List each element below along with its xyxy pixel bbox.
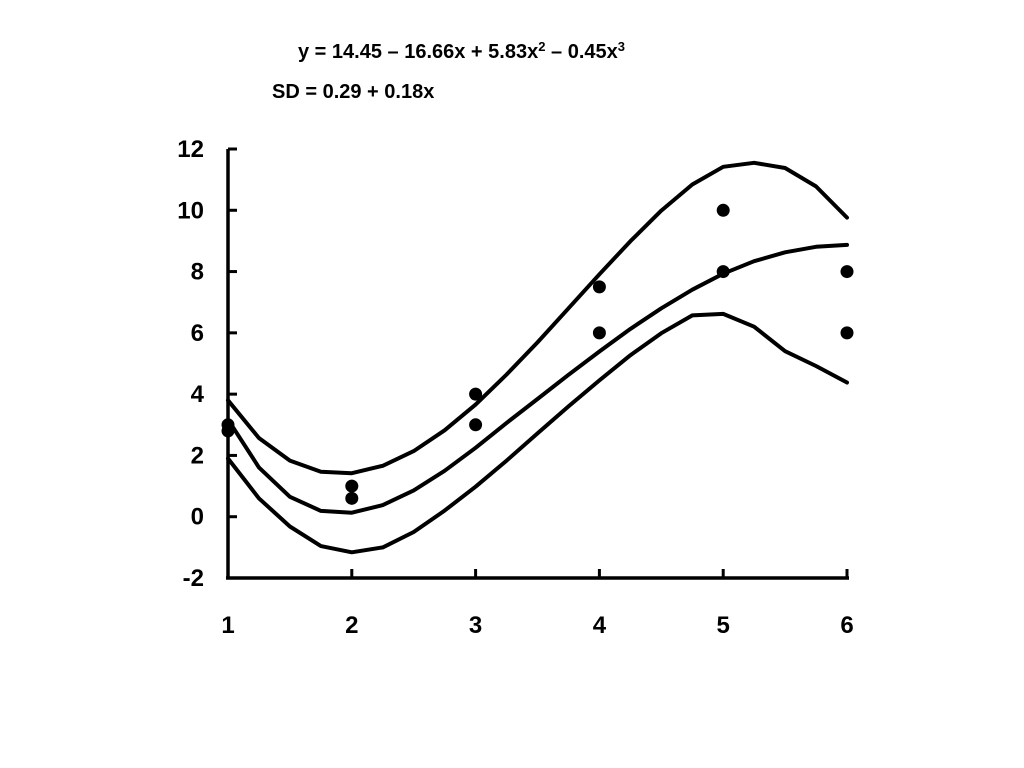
- fit-equation-exponent-2: 2: [538, 39, 546, 54]
- axes: [226, 147, 849, 580]
- data-point: [840, 265, 854, 279]
- y-tick-label: 4: [191, 381, 205, 408]
- data-point: [592, 280, 606, 294]
- data-point: [469, 387, 483, 401]
- x-tick-label: 6: [840, 612, 853, 639]
- fit-equation-exponent-3: 3: [617, 39, 625, 54]
- y-tick-label: 10: [177, 197, 204, 224]
- data-point: [469, 418, 483, 432]
- curve-lower: [226, 311, 849, 555]
- data-point: [592, 326, 606, 340]
- data-point: [221, 424, 235, 438]
- y-tick-label: 0: [191, 504, 204, 531]
- data-point: [716, 203, 730, 217]
- data-points: [221, 203, 854, 505]
- curves: [226, 160, 849, 555]
- y-tick-label: 2: [191, 442, 204, 469]
- data-point: [345, 479, 359, 493]
- curve-upper: [226, 160, 849, 476]
- x-tick-label: 4: [593, 612, 607, 639]
- x-tick-label: 5: [717, 612, 730, 639]
- y-tick-label: 6: [191, 320, 204, 347]
- data-point: [716, 265, 730, 279]
- y-tick-label: -2: [183, 565, 204, 592]
- data-point: [345, 491, 359, 505]
- sd-equation: SD = 0.29 + 0.18x: [272, 81, 435, 103]
- x-tick-label: 1: [221, 612, 234, 639]
- curve-fit: [226, 242, 849, 515]
- y-tick-label: 8: [191, 259, 204, 286]
- data-point: [840, 326, 854, 340]
- y-tick-label: 12: [177, 136, 204, 163]
- fit-equation: y = 14.45 – 16.66x + 5.83x2 – 0.45x3: [298, 40, 625, 62]
- x-tick-label: 2: [345, 612, 358, 639]
- x-tick-label: 3: [469, 612, 482, 639]
- fit-equation-mid: – 0.45x: [545, 41, 618, 63]
- fit-equation-prefix: y = 14.45 – 16.66x + 5.83x: [298, 41, 539, 63]
